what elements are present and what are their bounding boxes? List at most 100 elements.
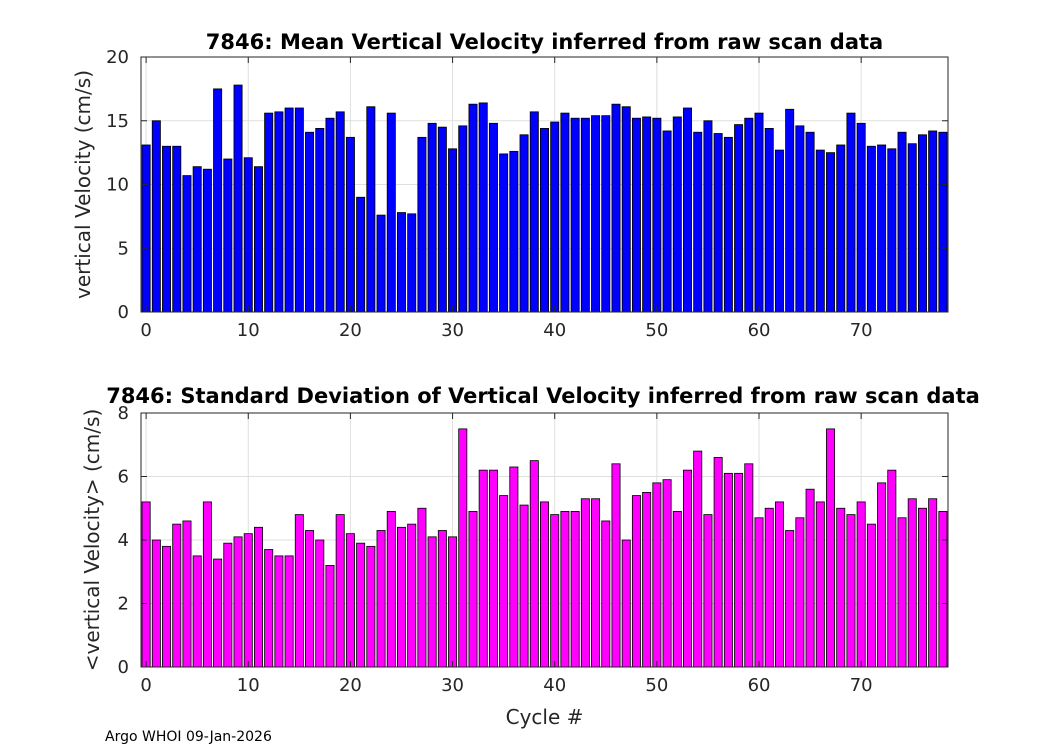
mean-velocity-bar [233,84,243,313]
std-velocity-bar [427,536,437,668]
std-velocity-bar [345,533,355,668]
mean-velocity-bar [805,131,815,313]
std-velocity-bar [846,514,856,668]
std-velocity-bar [417,507,427,668]
mean-velocity-bar [928,130,938,313]
mean-velocity-bar [652,117,662,313]
std-velocity-bar [335,514,345,668]
mean-velocity-bar [611,103,621,313]
mean-velocity-bar [468,103,478,313]
std-velocity-bar [162,545,172,668]
std-velocity-bar [519,504,529,668]
std-velocity-bar [866,523,876,668]
std-velocity-bar [437,530,447,668]
mean-velocity-ytick-label: 5 [118,238,129,259]
mean-velocity-bar [172,145,182,313]
mean-velocity-bar [683,107,692,313]
std-velocity-bar [774,501,784,668]
std-velocity-bar [683,469,692,668]
std-velocity-bar [243,533,253,668]
std-velocity-xtick-label: 20 [339,675,362,696]
mean-velocity-bar [836,144,846,313]
std-velocity-xtick-label: 50 [645,675,668,696]
std-velocity-ylabel: <vertical Velocity> (cm/s) [80,409,104,672]
mean-velocity-bar [621,106,631,313]
mean-velocity-bar [703,120,713,313]
mean-velocity-xtick-label: 10 [237,320,260,341]
std-velocity-bar [202,501,212,668]
std-velocity-bar [672,511,682,668]
mean-velocity-bar [795,125,805,313]
mean-velocity-bar [356,196,366,313]
mean-velocity-ylabel: vertical Velocity (cm/s) [71,70,95,299]
std-velocity-bar [386,511,396,668]
std-velocity-chart: 0 10 20 30 40 50 60 70 0 2 4 6 8 7846: Standard Devi… [80,384,980,729]
std-velocity-bar [478,469,488,668]
std-velocity-bar [815,501,825,668]
mean-velocity-ytick-label: 20 [106,47,129,68]
mean-velocity-chart: 0 10 20 30 40 50 60 70 0 5 10 15 20 7846: Mean Verti… [71,30,949,341]
std-velocity-bar [856,501,866,668]
mean-velocity-bar [907,143,917,313]
mean-velocity-bar [723,136,733,313]
mean-velocity-xtick-label: 20 [339,320,362,341]
mean-velocity-bar [856,122,866,313]
mean-velocity-bar [182,175,192,313]
footer-credit: Argo WHOI 09-Jan-2026 [105,729,272,745]
std-velocity-bar [611,463,621,668]
mean-velocity-bar [407,213,417,313]
mean-velocity-bar [866,145,876,313]
std-velocity-xtick-label: 60 [748,675,771,696]
std-velocity-bar [488,469,498,668]
mean-velocity-bar [386,112,396,313]
std-velocity-bar [540,501,549,668]
mean-velocity-bar [213,88,223,313]
mean-velocity-bar [550,121,560,313]
mean-velocity-bar [417,136,427,313]
std-velocity-bar [805,488,815,668]
std-velocity-ytick-label: 2 [118,594,129,615]
std-velocity-bar [499,495,509,668]
std-velocity-bar [509,466,519,668]
std-velocity-bar [662,479,672,668]
std-velocity-bar [376,530,386,668]
mean-velocity-bar [366,106,376,313]
std-velocity-bar [182,520,192,668]
mean-velocity-bar [938,131,948,313]
mean-velocity-xtick-label: 70 [850,320,873,341]
mean-velocity-xtick-label: 60 [748,320,771,341]
mean-velocity-bar [887,148,897,313]
std-velocity-xtick-label: 70 [850,675,873,696]
std-velocity-bar [407,523,417,668]
std-velocity-bar [560,511,570,668]
std-velocity-bar [642,491,652,668]
mean-velocity-ticks: 0 10 20 30 40 50 60 70 0 5 10 15 20 [106,47,948,341]
std-velocity-bar [356,542,366,668]
std-velocity-bar [253,526,263,668]
mean-velocity-bar [917,134,927,313]
mean-velocity-bar [662,130,672,313]
std-velocity-bar [315,539,325,668]
mean-velocity-bar [815,149,825,313]
mean-velocity-bar [897,131,907,313]
mean-velocity-bar [151,120,161,313]
mean-velocity-bar [192,166,202,313]
std-velocity-ticks: 0 10 20 30 40 50 60 70 0 2 4 6 8 [118,403,948,696]
mean-velocity-bar [631,117,641,313]
std-velocity-bar [795,517,805,668]
std-velocity-bar [570,511,580,668]
mean-velocity-bar [591,115,601,313]
mean-velocity-title: 7846: Mean Vertical Velocity inferred fr… [206,30,883,54]
mean-velocity-bar [315,127,325,313]
mean-velocity-bar [243,157,253,313]
mean-velocity-bars [141,84,948,313]
mean-velocity-bar [877,144,887,313]
mean-velocity-bar [846,112,856,313]
mean-velocity-bar [519,134,529,313]
std-velocity-bar [458,428,468,668]
std-velocity-ytick-label: 4 [118,530,129,551]
mean-velocity-bar [427,122,437,313]
mean-velocity-bar [335,111,345,313]
mean-velocity-bar [774,149,784,313]
